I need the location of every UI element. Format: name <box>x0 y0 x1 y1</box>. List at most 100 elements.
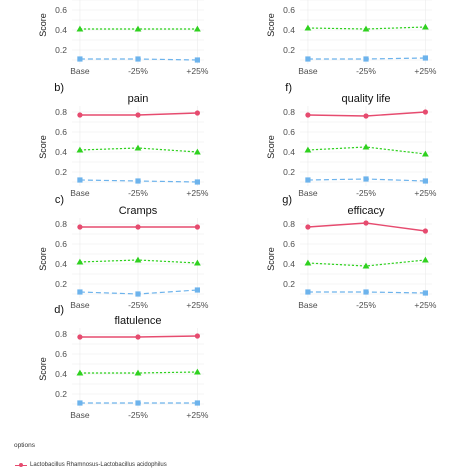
y-tick-label: 0.4 <box>283 147 295 157</box>
data-point-square <box>135 56 141 62</box>
data-point-triangle <box>304 259 312 266</box>
x-tick-label: Base <box>70 66 90 76</box>
data-point-circle <box>422 109 428 115</box>
x-tick-label: Base <box>70 410 90 420</box>
data-point-triangle <box>134 25 142 32</box>
y-tick-label: 0.2 <box>283 279 295 289</box>
data-point-triangle <box>76 369 84 376</box>
y-axis-label: Score <box>38 357 48 381</box>
data-point-circle <box>305 112 311 118</box>
data-point-circle <box>194 110 200 116</box>
panel-title: flatulence <box>114 315 161 327</box>
x-tick-label: +25% <box>186 66 208 76</box>
x-tick-label: Base <box>298 66 318 76</box>
y-tick-label: 0.8 <box>283 107 295 117</box>
panel-title: quality life <box>342 93 391 105</box>
y-tick-label: 0.8 <box>55 219 67 229</box>
data-point-triangle <box>422 150 429 157</box>
data-point-square <box>305 56 311 62</box>
data-point-triangle <box>422 256 429 263</box>
x-tick-label: Base <box>70 300 90 310</box>
legend-key-circle-line <box>14 460 28 470</box>
data-point-triangle <box>194 368 201 375</box>
x-tick-label: +25% <box>414 300 436 310</box>
y-axis-label: Score <box>38 247 48 271</box>
y-axis-label: Score <box>266 13 276 37</box>
data-point-triangle <box>76 146 84 153</box>
y-tick-label: 0.4 <box>283 25 295 35</box>
data-point-triangle <box>362 143 370 150</box>
data-point-circle <box>77 224 83 230</box>
panel-title: pain <box>128 93 149 105</box>
data-point-circle <box>363 220 369 226</box>
data-point-circle <box>363 113 369 119</box>
panel-title: efficacy <box>347 205 385 217</box>
data-point-circle <box>194 224 200 230</box>
panel-label: f) <box>285 82 292 94</box>
x-tick-label: +25% <box>186 188 208 198</box>
data-point-square <box>305 289 311 295</box>
data-point-triangle <box>422 23 429 30</box>
x-tick-label: -25% <box>356 300 376 310</box>
x-tick-label: -25% <box>128 300 148 310</box>
data-point-triangle <box>304 146 312 153</box>
data-point-square <box>77 177 83 183</box>
x-tick-label: -25% <box>128 188 148 198</box>
y-tick-label: 0.6 <box>283 239 295 249</box>
y-tick-label: 0.2 <box>55 279 67 289</box>
data-point-square <box>135 400 141 406</box>
chart-panel-7: 0.8 0.6 0.4 0.2 Base -25% +25% Score d) flatulenc… <box>38 304 209 420</box>
data-point-triangle <box>304 24 312 31</box>
y-tick-label: 0.4 <box>283 259 295 269</box>
y-tick-label: 0.4 <box>55 25 67 35</box>
chart-panel-3: 0.8 0.6 0.4 0.2 Base -25% +25% Score b) pain <box>38 82 209 198</box>
legend-entry: Lactobacillus Rhamnosus-Lactobacillus ac… <box>14 460 167 470</box>
legend-entry-label: Lactobacillus Rhamnosus-Lactobacillus ac… <box>30 462 167 468</box>
data-point-square <box>77 56 83 62</box>
legend-title: options <box>14 442 35 449</box>
y-tick-label: 0.4 <box>55 259 67 269</box>
y-tick-label: 0.2 <box>283 45 295 55</box>
y-tick-label: 0.4 <box>55 147 67 157</box>
x-tick-label: Base <box>298 300 318 310</box>
x-tick-label: Base <box>70 188 90 198</box>
data-point-square <box>194 179 200 185</box>
y-tick-label: 0.8 <box>283 219 295 229</box>
data-point-circle <box>135 224 141 230</box>
data-point-triangle <box>362 262 370 269</box>
y-tick-label: 0.6 <box>283 5 295 15</box>
y-tick-label: 0.2 <box>55 389 67 399</box>
data-point-circle <box>135 112 141 118</box>
data-point-triangle <box>194 25 201 32</box>
data-point-triangle <box>134 144 142 151</box>
x-tick-label: -25% <box>356 66 376 76</box>
data-point-square <box>422 178 428 184</box>
y-tick-label: 0.6 <box>55 127 67 137</box>
data-point-triangle <box>134 256 142 263</box>
data-point-triangle <box>76 258 84 265</box>
x-tick-label: +25% <box>186 300 208 310</box>
data-point-triangle <box>194 148 201 155</box>
legend: options Lactobacillus Rhamnosus-Lactobac… <box>14 442 454 472</box>
y-tick-label: 0.8 <box>55 107 67 117</box>
panel-label: d) <box>54 304 64 316</box>
data-point-square <box>305 177 311 183</box>
panel-label: c) <box>55 194 64 206</box>
y-tick-label: 0.2 <box>55 167 67 177</box>
data-point-triangle <box>134 369 142 376</box>
data-point-circle <box>194 333 200 339</box>
x-tick-label: +25% <box>414 66 436 76</box>
data-point-circle <box>135 334 141 340</box>
y-axis-label: Score <box>266 247 276 271</box>
y-tick-label: 0.8 <box>55 329 67 339</box>
x-tick-label: +25% <box>414 188 436 198</box>
data-point-triangle <box>76 25 84 32</box>
data-point-square <box>135 178 141 184</box>
data-point-triangle <box>362 25 370 32</box>
x-tick-label: Base <box>298 188 318 198</box>
y-tick-label: 0.6 <box>55 349 67 359</box>
y-tick-label: 0.2 <box>283 167 295 177</box>
data-point-circle <box>305 224 311 230</box>
